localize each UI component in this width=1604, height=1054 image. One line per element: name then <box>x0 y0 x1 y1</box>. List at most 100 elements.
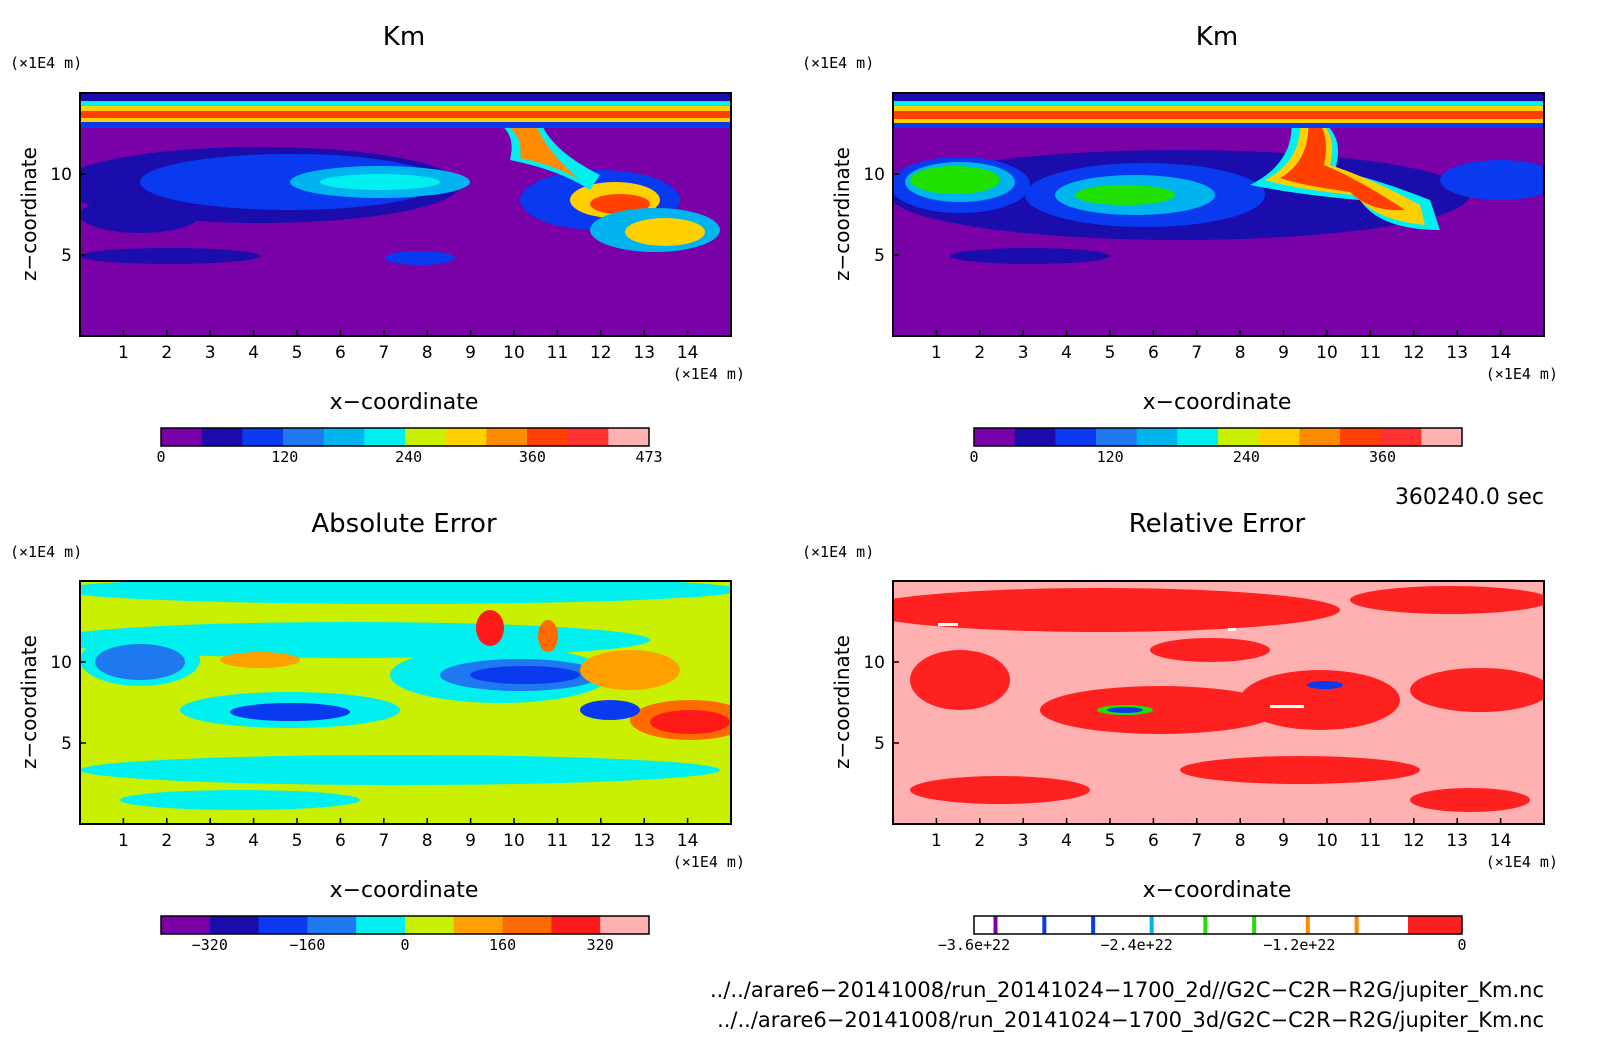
x-tick-label: 7 <box>1191 343 1202 363</box>
x-tick-label: 4 <box>1061 343 1072 363</box>
colorbar-tick-label: 320 <box>587 936 614 954</box>
x-tick-label: 10 <box>503 831 525 851</box>
x-tick-label: 11 <box>547 343 569 363</box>
contour-blob <box>910 166 1000 194</box>
error-patch <box>938 623 958 626</box>
contour-blob <box>910 776 1090 804</box>
plot-frame <box>892 580 1545 825</box>
x-axis-label: x−coordinate <box>1143 390 1292 415</box>
contour-blob <box>220 652 300 668</box>
colorbar-segment <box>502 916 552 934</box>
panel-relative-error: Relative Error (×1E4 m) <box>802 509 1558 954</box>
colorbar-frame <box>160 915 650 935</box>
x-tick-label: 13 <box>1446 831 1468 851</box>
x-tick-label: 3 <box>205 831 216 851</box>
x-tick-label: 8 <box>1235 343 1246 363</box>
x-tick-label: 14 <box>677 831 699 851</box>
contour-plume <box>485 118 580 180</box>
z-tick-label: 10 <box>50 165 72 185</box>
x-tick-label: 3 <box>205 343 216 363</box>
x-tick-label: 9 <box>1278 831 1289 851</box>
x-tick-label: 10 <box>1316 343 1338 363</box>
plot-area: 1 2 3 4 5 6 7 8 9 10 11 12 13 14 510 <box>863 580 1545 851</box>
colorbar: −3.6e+22 −2.4e+22 −1.2e+22 0 <box>938 915 1467 954</box>
contour-blob <box>580 650 680 690</box>
contour-band <box>893 106 1544 111</box>
x-tick-label: 6 <box>1148 831 1159 851</box>
z-tick-label: 5 <box>874 246 885 266</box>
z-ticks: 5 10 <box>50 165 86 266</box>
contour-blob <box>230 703 350 721</box>
z-ticks: 5 10 <box>863 653 899 754</box>
colorbar-segment <box>1340 428 1382 446</box>
contour-band <box>893 123 1544 128</box>
z-axis-label: z−coordinate <box>17 147 41 281</box>
contour-field <box>893 586 1544 812</box>
contour-blob <box>80 755 720 785</box>
colorbar-tick-label: 160 <box>489 936 516 954</box>
x-ticks: 1 2 3 4 5 6 7 8 9 10 11 12 13 14 <box>118 818 698 851</box>
contour-blob <box>538 620 558 652</box>
panel-title: Relative Error <box>1129 509 1306 539</box>
x-tick-label: 9 <box>1278 343 1289 363</box>
x-tick-label: 3 <box>1018 343 1029 363</box>
colorbar-tick-label: 240 <box>1233 448 1260 466</box>
colorbar-mark <box>1042 916 1047 934</box>
x-unit-label: (×1E4 m) <box>1486 853 1558 871</box>
colorbar-tick-label: 120 <box>1097 448 1124 466</box>
panel-km-2d: Km (×1E4 m) <box>10 22 745 466</box>
z-axis-label: z−coordinate <box>830 635 854 769</box>
x-tick-label: 6 <box>335 343 346 363</box>
colorbar-segment <box>1014 428 1056 446</box>
colorbar-frame <box>160 427 650 447</box>
z-tick-label: 5 <box>874 734 885 754</box>
colorbar-segment <box>974 428 1016 446</box>
contour-blob <box>470 666 580 684</box>
colorbar-segment <box>1299 428 1341 446</box>
x-tick-label: 7 <box>1191 831 1202 851</box>
contour-band <box>80 106 731 111</box>
colorbar-tick-label: 0 <box>400 936 409 954</box>
colorbar-segment <box>608 428 650 446</box>
z-tick-label: 5 <box>61 734 72 754</box>
colorbar-segment <box>1218 428 1260 446</box>
x-tick-label: 12 <box>590 343 612 363</box>
panel-title: Km <box>1196 22 1238 52</box>
source-file-3d: ../../arare6−20141008/run_20141024−1700_… <box>717 1008 1544 1033</box>
contour-blob <box>950 248 1110 264</box>
contour-field <box>80 93 731 265</box>
panel-title: Absolute Error <box>311 509 497 539</box>
contour-blob <box>1410 788 1530 812</box>
colorbar-segment <box>405 916 455 934</box>
colorbar-segment <box>1136 428 1178 446</box>
contour-blob <box>80 248 260 264</box>
colorbar-segment <box>209 916 260 934</box>
colorbar-segment <box>356 916 406 934</box>
contour-blob <box>580 700 640 720</box>
z-unit-label: (×1E4 m) <box>802 543 874 561</box>
colorbar-segment <box>307 916 357 934</box>
colorbar-tick-label: 240 <box>395 448 422 466</box>
x-ticks: 1 2 3 4 5 6 7 8 9 10 11 12 13 14 <box>931 330 1511 363</box>
z-unit-label: (×1E4 m) <box>10 543 82 561</box>
contour-blob <box>590 194 650 214</box>
contour-blob <box>80 581 731 604</box>
contour-plume <box>1265 112 1425 225</box>
plot-frame <box>892 92 1545 337</box>
x-tick-label: 4 <box>248 343 259 363</box>
colorbar-tick-label: 120 <box>271 448 298 466</box>
colorbar-mark <box>1091 916 1096 934</box>
colorbar-segment <box>283 428 325 446</box>
colorbar-segment <box>600 916 650 934</box>
contour-blob <box>1410 668 1544 712</box>
colorbar-segment <box>1421 428 1463 446</box>
contour-band <box>893 119 1544 123</box>
time-label: 360240.0 sec <box>1395 485 1544 510</box>
colorbar-segment <box>1177 428 1219 446</box>
x-tick-label: 11 <box>1360 343 1382 363</box>
x-axis-label: x−coordinate <box>330 878 479 903</box>
contour-blob <box>910 650 1010 710</box>
z-unit-label: (×1E4 m) <box>10 54 82 72</box>
colorbar-tick-label: −320 <box>192 936 228 954</box>
colorbar-mark <box>1203 916 1208 934</box>
